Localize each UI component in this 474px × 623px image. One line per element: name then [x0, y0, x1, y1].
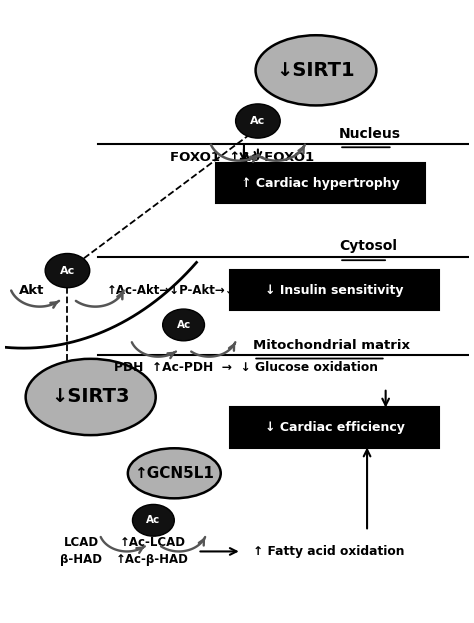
Ellipse shape [255, 36, 376, 105]
Text: ↑Ac-LCAD
↑Ac-β-HAD: ↑Ac-LCAD ↑Ac-β-HAD [116, 536, 189, 566]
Text: ↑Ac-Akt→↓P-Akt→↓P-GSK3β→: ↑Ac-Akt→↓P-Akt→↓P-GSK3β→ [107, 283, 302, 297]
Text: ↓ Insulin sensitivity: ↓ Insulin sensitivity [265, 283, 404, 297]
Text: FOXO1  ↑Ac-FOXO1: FOXO1 ↑Ac-FOXO1 [170, 151, 314, 163]
Ellipse shape [26, 359, 155, 435]
Ellipse shape [163, 309, 204, 341]
Text: ↓SIRT3: ↓SIRT3 [51, 388, 130, 406]
Text: LCAD
β-HAD: LCAD β-HAD [60, 536, 102, 566]
Text: ↓SIRT1: ↓SIRT1 [277, 61, 356, 80]
FancyBboxPatch shape [230, 270, 439, 310]
Text: Ac: Ac [250, 116, 265, 126]
Text: Nucleus: Nucleus [339, 126, 401, 141]
Text: ↓ Cardiac efficiency: ↓ Cardiac efficiency [264, 421, 404, 434]
Text: Ac: Ac [60, 265, 75, 275]
Text: ↑ Fatty acid oxidation: ↑ Fatty acid oxidation [253, 545, 405, 558]
Ellipse shape [128, 449, 221, 498]
Text: Cytosol: Cytosol [339, 239, 397, 254]
Text: Akt: Akt [19, 283, 45, 297]
Text: ↑GCN5L1: ↑GCN5L1 [134, 466, 214, 481]
Ellipse shape [132, 505, 174, 536]
Text: Ac: Ac [176, 320, 191, 330]
FancyBboxPatch shape [230, 407, 439, 448]
FancyBboxPatch shape [216, 163, 425, 204]
Text: ↓ Atrogin 1: ↓ Atrogin 1 [215, 169, 301, 183]
Text: PDH  ↑Ac-PDH  →  ↓ Glucose oxidation: PDH ↑Ac-PDH → ↓ Glucose oxidation [114, 361, 378, 374]
Text: Ac: Ac [146, 515, 161, 525]
Ellipse shape [45, 254, 90, 288]
Text: Mitochondrial matrix: Mitochondrial matrix [253, 340, 410, 353]
Text: ↑ Cardiac hypertrophy: ↑ Cardiac hypertrophy [241, 177, 400, 190]
Ellipse shape [236, 104, 280, 138]
